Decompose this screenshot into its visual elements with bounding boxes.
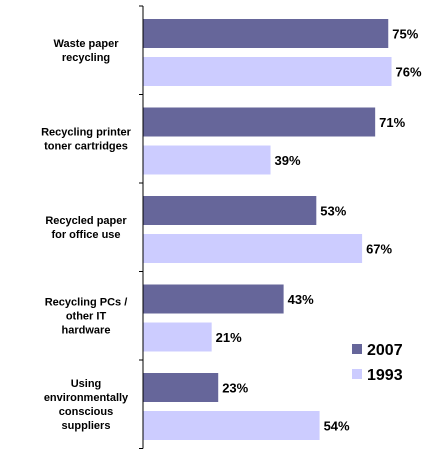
value-label-2007-3: 53% [320, 204, 346, 219]
value-label-1993-3: 67% [366, 242, 392, 257]
legend-swatch-1993 [352, 369, 362, 379]
category-label-line: hardware [62, 325, 111, 337]
legend: 2007 1993 [352, 342, 403, 384]
labels-layer: 75% 76% Waste paper recycling 71% 39% Recyclin… [41, 27, 422, 434]
category-label-line: Recycled paper [45, 215, 127, 227]
category-label-line: Recycling printer [41, 127, 132, 139]
bar-1993-4 [143, 322, 212, 352]
category-label-3: Recycled paper for office use [45, 215, 127, 241]
bar-2007-4 [143, 284, 284, 314]
bar-1993-5 [143, 411, 320, 440]
category-label-line: recycling [62, 52, 110, 64]
value-label-1993-1: 76% [396, 65, 422, 80]
legend-label-2007: 2007 [367, 342, 403, 359]
category-label-5: Using environmentally conscious suppliers [44, 378, 129, 432]
bars-layer [143, 19, 392, 440]
bar-2007-1 [143, 19, 389, 48]
bar-1993-2 [143, 145, 271, 175]
value-label-2007-1: 75% [392, 27, 418, 42]
category-label-2: Recycling printer toner cartridges [41, 127, 132, 153]
category-label-line: for office use [51, 229, 120, 241]
bar-2007-3 [143, 196, 317, 225]
bar-2007-5 [143, 373, 219, 402]
category-label-line: other IT [66, 311, 107, 323]
category-label-4: Recycling PCs / other IT hardware [45, 297, 128, 337]
value-label-2007-2: 71% [379, 115, 405, 130]
legend-swatch-2007 [352, 344, 362, 354]
category-label-line: Using [71, 378, 102, 390]
value-label-1993-4: 21% [216, 330, 242, 345]
category-label-line: Waste paper [53, 38, 119, 50]
category-label-line: Recycling PCs / [45, 297, 128, 309]
legend-label-1993: 1993 [367, 367, 403, 384]
value-label-2007-4: 43% [288, 292, 314, 307]
value-label-1993-2: 39% [275, 153, 301, 168]
bar-1993-1 [143, 57, 392, 86]
category-label-line: conscious [59, 406, 113, 418]
y-axis-ticks [139, 5, 143, 449]
value-label-1993-5: 54% [324, 419, 350, 434]
category-label-line: suppliers [62, 420, 111, 432]
category-label-line: toner cartridges [44, 141, 128, 153]
category-label-line: environmentally [44, 392, 129, 404]
bar-2007-2 [143, 107, 376, 137]
value-label-2007-5: 23% [222, 381, 248, 396]
bar-1993-3 [143, 234, 363, 263]
category-label-1: Waste paper recycling [53, 38, 119, 64]
